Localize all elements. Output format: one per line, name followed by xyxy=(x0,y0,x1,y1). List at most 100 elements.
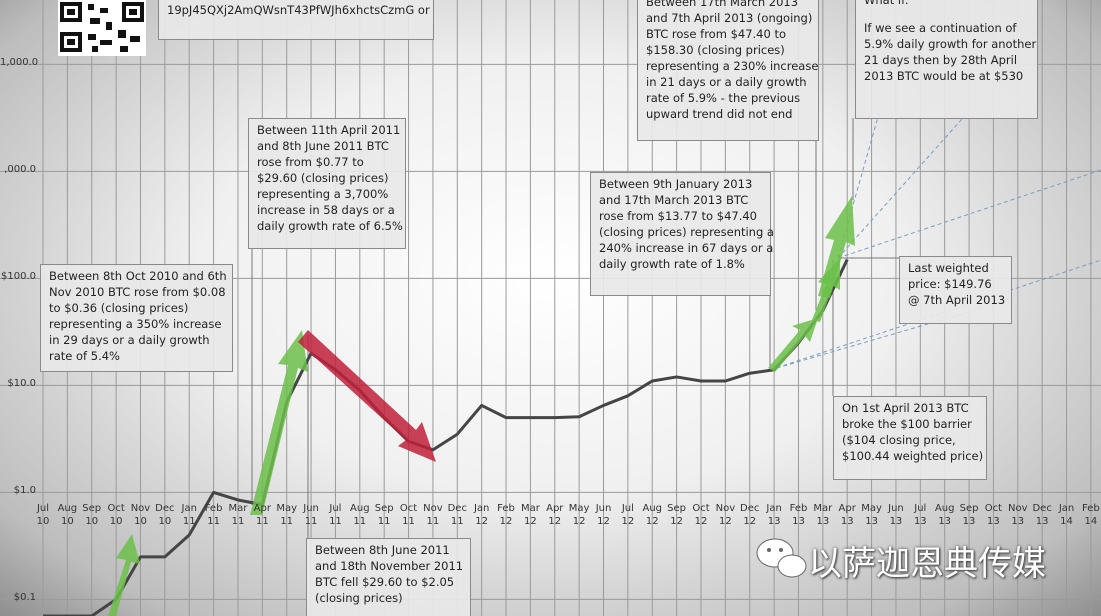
annotation-line: and 18th November 2011 xyxy=(315,559,464,573)
x-tick-label: Aug 13 xyxy=(934,503,955,527)
annotation-line: rose from $13.77 to $47.40 xyxy=(599,209,757,223)
x-tick-label: Jan 13 xyxy=(766,503,782,527)
annotation-line: BTC fell $29.60 to $2.05 xyxy=(315,575,455,589)
x-tick-label: Oct 12 xyxy=(692,503,710,527)
x-tick-label: Nov 10 xyxy=(130,503,151,527)
annotation-line: daily growth rate of 1.8% xyxy=(599,257,745,271)
watermark: 以萨迦恩典传媒 xyxy=(808,544,1046,584)
annotation-line: ($104 closing price, xyxy=(842,433,956,447)
annotation-line: Between 17th March 2013 xyxy=(646,0,799,9)
x-tick-label: Jul 12 xyxy=(621,503,635,527)
x-tick-label: Aug 12 xyxy=(642,503,663,527)
x-tick-label: Jun 13 xyxy=(888,503,904,527)
x-tick-label: Apr 13 xyxy=(838,503,856,527)
x-tick-label: Nov 11 xyxy=(423,503,443,527)
annotation-box: 19pJ45QXj2AmQWsnT43PfWJh6xhctsCzmG or xyxy=(158,0,434,40)
annotation-box: What if: If we see a continuation of 5.9% … xyxy=(855,0,1038,119)
annotation-line: representing a 230% increase xyxy=(646,59,819,73)
x-tick-label: Jul 11 xyxy=(329,503,342,527)
x-tick-label: Dec 12 xyxy=(740,503,760,527)
annotation-box: Between 8th Oct 2010 and 6th Nov 2010 BTC… xyxy=(40,264,233,372)
x-tick-label: Feb 13 xyxy=(789,503,808,527)
x-tick-label: Mar 12 xyxy=(520,503,540,527)
x-tick-label: May 11 xyxy=(276,503,298,527)
annotation-line: and 7th April 2013 (ongoing) xyxy=(646,11,813,25)
x-tick-label: Sep 10 xyxy=(82,503,102,527)
annotation-line: What if: xyxy=(864,0,909,7)
annotation-line: and 8th June 2011 BTC xyxy=(257,139,389,153)
x-tick-label: Sep 11 xyxy=(374,503,394,527)
annotation-line: Between 8th Oct 2010 and 6th xyxy=(49,269,227,283)
annotation-line: (closing prices) xyxy=(315,591,403,605)
annotation-box: Between 8th June 2011 and 18th November 2… xyxy=(306,538,471,616)
annotation-line: Between 9th January 2013 xyxy=(599,177,753,191)
annotation-line: On 1st April 2013 BTC xyxy=(842,401,969,415)
annotation-line: representing a 350% increase xyxy=(49,317,222,331)
x-tick-label: Dec 10 xyxy=(155,503,175,527)
x-tick-label: Oct 11 xyxy=(399,503,418,527)
x-tick-label: Nov 13 xyxy=(1008,503,1028,527)
x-tick-label: Feb 14 xyxy=(1082,503,1100,527)
annotation-line: Between 11th April 2011 xyxy=(257,123,401,137)
annotation-line: and 17th March 2013 BTC xyxy=(599,193,749,207)
annotation-box: Between 17th March 2013 and 7th April 201… xyxy=(637,0,819,141)
annotation-line: increase in 58 days or a xyxy=(257,203,395,217)
x-tick-label: Dec 13 xyxy=(1032,503,1052,527)
y-tick-label: $100.0 xyxy=(1,271,36,283)
annotation-line: representing a 3,700% xyxy=(257,187,389,201)
x-tick-label: Jul 10 xyxy=(36,503,50,527)
x-tick-label: Jul 13 xyxy=(913,503,927,527)
annotation-line: 19pJ45QXj2AmQWsnT43PfWJh6xhctsCzmG or xyxy=(167,3,430,17)
annotation-line: $100.44 weighted price) xyxy=(842,449,984,463)
x-tick-label: May 13 xyxy=(861,503,882,527)
y-tick-label: $1.0 xyxy=(13,485,36,497)
x-tick-label: Nov 12 xyxy=(715,503,736,527)
annotation-line: If we see a continuation of xyxy=(864,21,1017,35)
annotation-line: daily growth rate of 6.5% xyxy=(257,219,403,233)
x-tick-label: May 12 xyxy=(568,503,590,527)
annotation-line: BTC rose from $47.40 to xyxy=(646,27,787,41)
annotation-line: in 21 days or a daily growth xyxy=(646,75,807,89)
x-tick-label: Apr 12 xyxy=(546,503,564,527)
annotation-line: 240% increase in 67 days or a xyxy=(599,241,774,255)
annotation-line: price: $149.76 xyxy=(908,277,992,291)
annotation-line: $29.60 (closing prices) xyxy=(257,171,389,185)
x-tick-label: Feb 11 xyxy=(204,503,223,527)
annotation-line: to $0.36 (closing prices) xyxy=(49,301,189,315)
x-tick-label: Jun 12 xyxy=(595,503,612,527)
annotation-line: Nov 2010 BTC rose from $0.08 xyxy=(49,285,226,299)
x-tick-label: Aug 11 xyxy=(350,503,370,527)
annotation-box: Between 9th January 2013 and 17th March 2… xyxy=(590,172,774,296)
annotation-line: (closing prices) representing a xyxy=(599,225,774,239)
annotation-line: 2013 BTC would be at $530 xyxy=(864,69,1024,83)
x-tick-label: Jun 11 xyxy=(303,503,319,527)
y-tick-label: ,000.0 xyxy=(4,164,36,176)
annotation-line: 5.9% daily growth for another xyxy=(864,37,1037,51)
annotation-line: upward trend did not end xyxy=(646,107,793,121)
projection-lines xyxy=(769,109,1101,371)
x-tick-label: Apr 11 xyxy=(253,503,271,527)
x-tick-label: Jan 14 xyxy=(1058,503,1075,527)
x-tick-label: Mar 11 xyxy=(228,503,248,527)
annotation-line: rate of 5.9% - the previous xyxy=(646,91,801,105)
annotation-line: in 29 days or a daily growth xyxy=(49,333,210,347)
annotation-line: rate of 5.4% xyxy=(49,349,120,363)
x-tick-label: Mar 13 xyxy=(813,503,833,527)
annotation-box: On 1st April 2013 BTC broke the $100 barr… xyxy=(833,396,987,480)
annotation-box: Between 11th April 2011 and 8th June 2011… xyxy=(248,118,406,249)
x-tick-label: Sep 13 xyxy=(959,503,979,527)
annotation-line: Last weighted xyxy=(908,261,989,275)
x-tick-label: Oct 10 xyxy=(107,503,125,527)
y-tick-label: $0.1 xyxy=(13,592,36,604)
x-tick-label: Sep 12 xyxy=(667,503,687,527)
x-tick-label: Jan 11 xyxy=(181,503,197,527)
x-tick-label: Aug 10 xyxy=(57,503,78,527)
annotation-line: Between 8th June 2011 xyxy=(315,543,450,557)
annotation-box: Last weighted price: $149.76 @ 7th April 2… xyxy=(899,256,1012,324)
annotation-line: rose from $0.77 to xyxy=(257,155,364,169)
x-tick-label: Jan 12 xyxy=(473,503,490,527)
annotation-line: @ 7th April 2013 xyxy=(908,293,1006,307)
x-tick-label: Dec 11 xyxy=(447,503,467,527)
